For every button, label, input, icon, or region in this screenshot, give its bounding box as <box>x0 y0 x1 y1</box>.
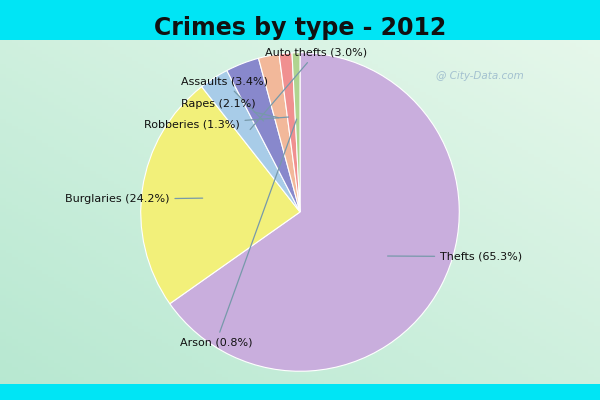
Text: Auto thefts (3.0%): Auto thefts (3.0%) <box>250 48 367 130</box>
Wedge shape <box>279 53 300 212</box>
Text: Burglaries (24.2%): Burglaries (24.2%) <box>65 194 203 204</box>
Wedge shape <box>141 87 300 304</box>
Wedge shape <box>202 70 300 212</box>
Wedge shape <box>292 53 300 212</box>
Text: Rapes (2.1%): Rapes (2.1%) <box>181 99 278 118</box>
Text: Thefts (65.3%): Thefts (65.3%) <box>388 252 522 262</box>
Wedge shape <box>227 58 300 212</box>
Text: @ City-Data.com: @ City-Data.com <box>436 71 524 81</box>
Text: Crimes by type - 2012: Crimes by type - 2012 <box>154 16 446 40</box>
Text: Robberies (1.3%): Robberies (1.3%) <box>144 117 289 130</box>
Wedge shape <box>170 53 459 371</box>
Text: Arson (0.8%): Arson (0.8%) <box>180 119 296 348</box>
Wedge shape <box>259 54 300 212</box>
Text: Assaults (3.4%): Assaults (3.4%) <box>181 76 268 121</box>
